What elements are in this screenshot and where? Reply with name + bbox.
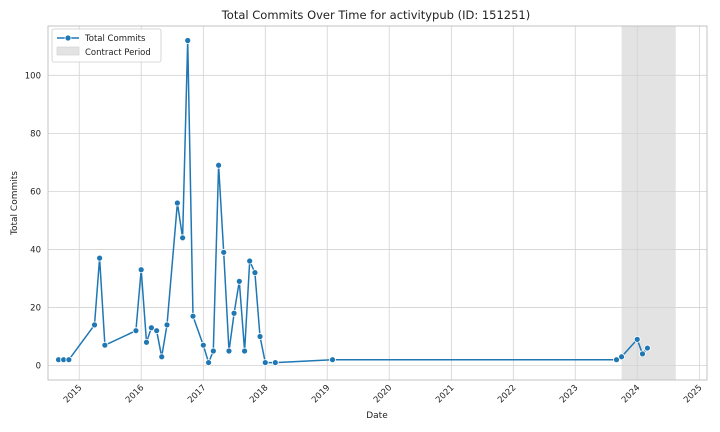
data-point (189, 312, 197, 320)
y-tick-label: 0 (36, 361, 41, 371)
data-point (220, 248, 228, 256)
x-axis-label: Date (366, 411, 388, 421)
data-point (101, 341, 109, 349)
data-point (91, 321, 98, 329)
data-point (147, 324, 155, 332)
y-tick-label: 20 (30, 303, 41, 313)
x-tick-label: 2023 (558, 383, 580, 405)
data-point (241, 347, 248, 355)
x-tick-label: 2022 (496, 383, 518, 405)
data-point (132, 327, 140, 335)
y-tick-label: 80 (30, 129, 41, 139)
data-point (618, 353, 626, 361)
data-point (209, 347, 217, 355)
y-tick-label: 40 (30, 245, 41, 255)
x-tick-label: 2025 (682, 383, 704, 405)
data-point (179, 234, 187, 242)
legend-label-total-commits: Total Commits (84, 34, 146, 44)
legend-patch-swatch (56, 46, 80, 56)
x-tick-label: 2019 (310, 383, 332, 405)
data-point (633, 335, 641, 343)
data-point (230, 309, 238, 317)
data-point (613, 356, 620, 364)
data-point (96, 254, 104, 262)
y-axis-label: Total Commits (10, 171, 20, 236)
data-point (215, 161, 223, 169)
data-point (256, 333, 264, 340)
data-point (158, 353, 166, 361)
data-point (271, 359, 279, 366)
plot-area (48, 26, 707, 380)
data-point (644, 344, 651, 352)
x-tick-label: 2015 (62, 383, 84, 405)
data-point (153, 327, 161, 335)
shaded-regions (621, 26, 676, 380)
data-point (246, 257, 254, 265)
x-tick-label: 2016 (124, 383, 146, 405)
data-point (329, 356, 336, 364)
data-point (251, 269, 259, 277)
data-point (143, 338, 150, 346)
contract-period-band (621, 26, 676, 380)
data-point (137, 266, 145, 274)
data-point (225, 347, 233, 355)
data-point (639, 350, 646, 358)
grid (48, 26, 707, 380)
plot-background (48, 26, 707, 380)
data-point (199, 341, 207, 349)
data-point (65, 356, 73, 364)
x-tick-label: 2021 (434, 383, 456, 405)
x-tick-label: 2018 (248, 383, 270, 405)
data-point (184, 37, 192, 44)
data-point (163, 321, 171, 329)
chart-title: Total Commits Over Time for activitypub … (221, 8, 531, 22)
data-point (205, 359, 212, 366)
legend: Total Commits Contract Period (51, 28, 162, 63)
series-layer (55, 37, 651, 366)
x-tick-label: 2017 (186, 383, 208, 405)
data-point (235, 277, 243, 285)
legend-marker-swatch (64, 34, 72, 42)
x-tick-label: 2020 (372, 383, 394, 405)
data-point (173, 199, 181, 207)
plot-frame (47, 25, 708, 381)
y-tick-label: 100 (25, 71, 41, 81)
legend-label-contract-period: Contract Period (85, 48, 151, 58)
y-tick-label: 60 (30, 187, 41, 197)
x-tick-label: 2024 (620, 383, 642, 405)
data-point (261, 359, 269, 366)
